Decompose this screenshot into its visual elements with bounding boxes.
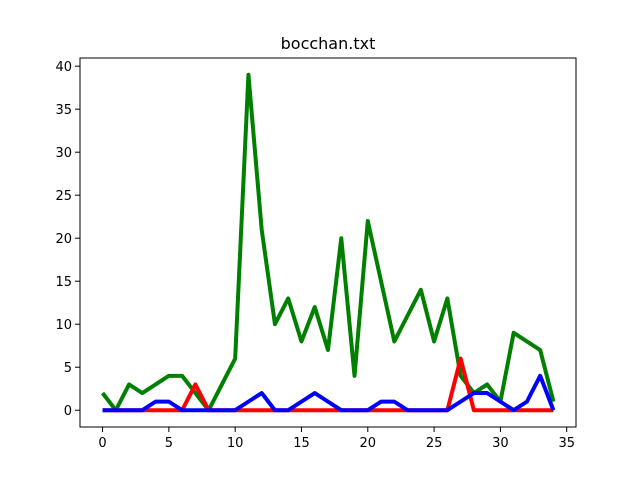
chart-title: bocchan.txt	[281, 34, 376, 53]
x-tick-label: 35	[558, 436, 575, 451]
series-line	[100, 72, 556, 413]
y-tick-label: 5	[64, 361, 72, 376]
plot-frame	[79, 57, 577, 428]
x-tick-label: 0	[98, 436, 106, 451]
x-tick-label: 10	[227, 436, 244, 451]
y-tick-label: 10	[55, 318, 72, 333]
y-tick-label: 40	[55, 60, 72, 75]
y-tick-label: 15	[55, 275, 72, 290]
x-tick-label: 5	[165, 436, 173, 451]
series-line	[102, 356, 554, 413]
x-tick-label: 30	[492, 436, 509, 451]
x-tick-label: 25	[426, 436, 443, 451]
x-tick-label: 15	[293, 436, 310, 451]
y-tick-label: 0	[64, 404, 72, 419]
y-tick-label: 20	[55, 232, 72, 247]
x-tick-label: 20	[360, 436, 377, 451]
y-tick-label: 35	[55, 103, 72, 118]
y-tick-label: 25	[55, 189, 72, 204]
y-tick-label: 30	[55, 146, 72, 161]
series-line	[102, 373, 556, 413]
